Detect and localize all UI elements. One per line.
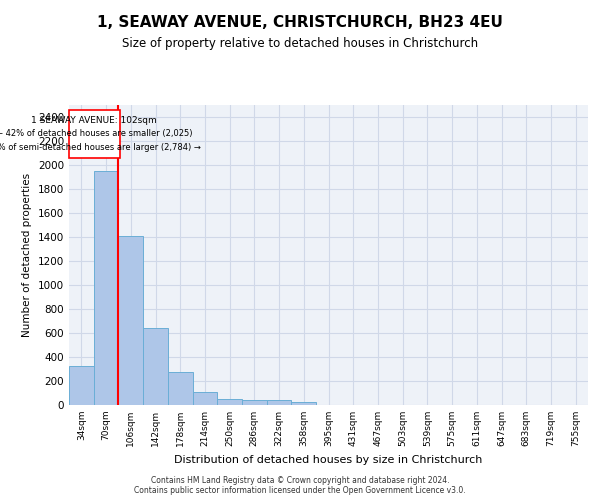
Bar [193,392,217,405]
Text: Size of property relative to detached houses in Christchurch: Size of property relative to detached ho… [122,38,478,51]
Text: 58% of semi-detached houses are larger (2,784) →: 58% of semi-detached houses are larger (… [0,142,201,152]
Bar [70,110,119,158]
Bar [143,328,168,405]
Bar [118,236,143,405]
X-axis label: Distribution of detached houses by size in Christchurch: Distribution of detached houses by size … [175,454,482,464]
Bar [292,402,316,405]
Text: Contains HM Land Registry data © Crown copyright and database right 2024.
Contai: Contains HM Land Registry data © Crown c… [134,476,466,495]
Text: 1, SEAWAY AVENUE, CHRISTCHURCH, BH23 4EU: 1, SEAWAY AVENUE, CHRISTCHURCH, BH23 4EU [97,15,503,30]
Text: 1 SEAWAY AVENUE: 102sqm: 1 SEAWAY AVENUE: 102sqm [31,116,157,125]
Bar [69,366,94,405]
Bar [267,400,292,405]
Bar [94,171,118,405]
Y-axis label: Number of detached properties: Number of detached properties [22,173,32,337]
Bar [242,400,267,405]
Text: ← 42% of detached houses are smaller (2,025): ← 42% of detached houses are smaller (2,… [0,130,192,138]
Bar [168,372,193,405]
Bar [217,399,242,405]
